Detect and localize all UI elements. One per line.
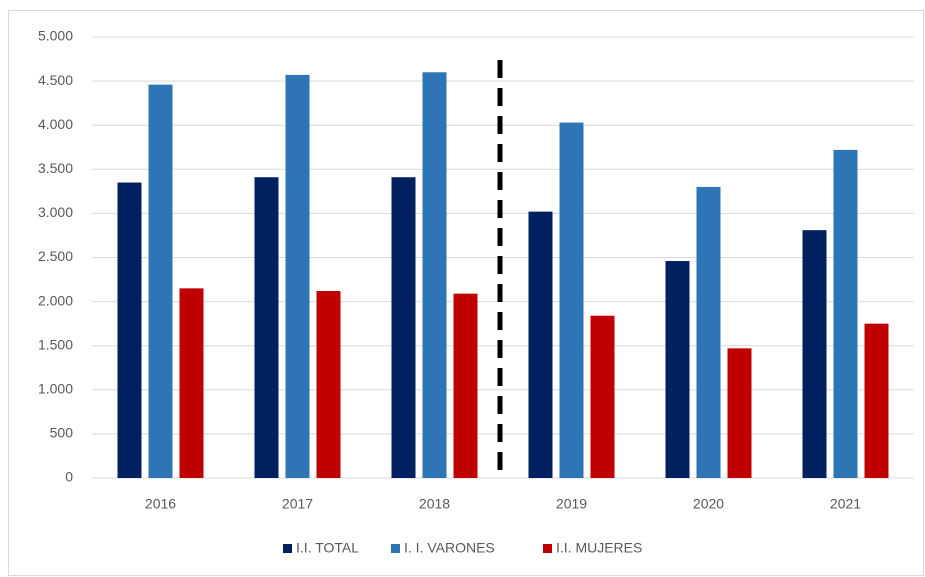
- bar: [665, 261, 690, 478]
- legend-label: I. I. VARONES: [404, 540, 495, 556]
- y-tick-label: 0: [65, 469, 73, 485]
- legend-label: I.I. TOTAL: [296, 540, 359, 556]
- bar: [590, 315, 615, 478]
- bar: [316, 291, 341, 478]
- bar: [254, 177, 279, 478]
- y-tick-label: 2.500: [38, 248, 73, 264]
- y-tick-label: 1.000: [38, 381, 73, 397]
- y-tick-label: 2.000: [38, 292, 73, 308]
- y-tick-label: 4.500: [38, 72, 73, 88]
- x-tick-label: 2016: [145, 496, 176, 512]
- legend-swatch: [391, 544, 400, 553]
- legend-swatch: [283, 544, 292, 553]
- bar: [559, 122, 584, 478]
- bar: [453, 293, 478, 478]
- x-tick-label: 2020: [693, 496, 724, 512]
- bar: [833, 149, 858, 478]
- bar: [285, 74, 310, 479]
- chart-border: [8, 10, 924, 576]
- y-tick-label: 500: [50, 425, 74, 441]
- y-tick-label: 3.000: [38, 204, 73, 220]
- bar: [179, 288, 204, 478]
- bar: [148, 84, 173, 479]
- legend-swatch: [543, 544, 552, 553]
- x-tick-label: 2017: [282, 496, 313, 512]
- bar: [117, 182, 142, 478]
- bar: [696, 186, 721, 478]
- bar: [528, 211, 553, 479]
- x-tick-label: 2019: [556, 496, 587, 512]
- y-tick-label: 3.500: [38, 160, 73, 176]
- y-tick-label: 4.000: [38, 116, 73, 132]
- bar: [864, 323, 889, 478]
- x-tick-label: 2018: [419, 496, 450, 512]
- legend-label: I.I. MUJERES: [556, 540, 642, 556]
- y-tick-label: 5.000: [38, 28, 73, 44]
- bar: [391, 177, 416, 478]
- y-tick-label: 1.500: [38, 336, 73, 352]
- x-tick-label: 2021: [830, 496, 861, 512]
- bar: [422, 72, 447, 478]
- bar: [802, 230, 827, 478]
- bar: [727, 348, 752, 478]
